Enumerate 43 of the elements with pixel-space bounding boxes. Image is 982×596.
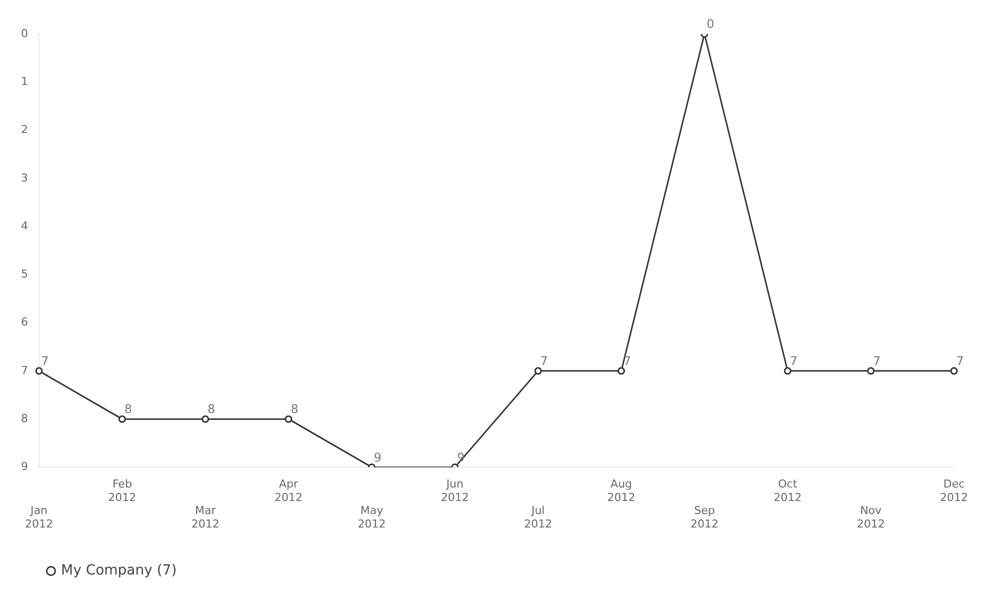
point (534, 367, 542, 375)
y-tick-label: 7 (21, 364, 28, 377)
data-label: 7 (790, 354, 798, 368)
data-label: 8 (124, 402, 132, 416)
point (35, 367, 43, 375)
point (118, 415, 126, 423)
point (202, 415, 210, 423)
data-label: 9 (374, 450, 382, 464)
point (950, 367, 958, 375)
y-tick-label: 9 (21, 460, 28, 474)
data-label: 7 (540, 354, 548, 368)
x-tick-label: May 2012 (358, 504, 386, 530)
data-label: 8 (290, 402, 298, 416)
y-tick-label: 3 (21, 171, 28, 184)
data-label: 7 (41, 354, 49, 368)
data-label: 7 (956, 354, 964, 368)
x-tick-label: Jun 2012 (440, 478, 469, 504)
y-tick-label: 4 (21, 219, 28, 232)
point (618, 367, 626, 375)
y-tick-label: 5 (21, 268, 28, 281)
y-tick-label: 1 (21, 74, 28, 88)
x-tick-label: Apr 2012 (274, 478, 303, 504)
data-label: 7 (623, 354, 632, 368)
x-tick-label: Aug 2012 (607, 478, 636, 504)
x-tick-label: Jan 2012 (25, 504, 53, 530)
point (284, 415, 292, 423)
x-tick-label: Feb 2012 (108, 478, 136, 504)
y-tick-label: 0 (21, 26, 28, 40)
data-label: 7 (873, 354, 881, 368)
x-tick-label: Jul 2012 (524, 504, 552, 530)
point (867, 367, 875, 375)
x-tick-label: Dec 2012 (940, 478, 968, 504)
y-tick-label: 2 (21, 123, 28, 136)
data-label: 8 (208, 402, 216, 416)
legend-label: My Company (7) (61, 562, 177, 579)
x-tick-label: Sep 2012 (690, 504, 718, 530)
point (784, 367, 792, 375)
data-label: 0 (706, 17, 714, 32)
y-tick-label: 6 (21, 316, 28, 329)
y-tick-label: 8 (21, 412, 28, 425)
x-tick-label: Mar 2012 (191, 504, 220, 530)
x-tick-label: Nov 2012 (856, 504, 885, 530)
x-tick-label: Oct 2012 (774, 478, 802, 504)
